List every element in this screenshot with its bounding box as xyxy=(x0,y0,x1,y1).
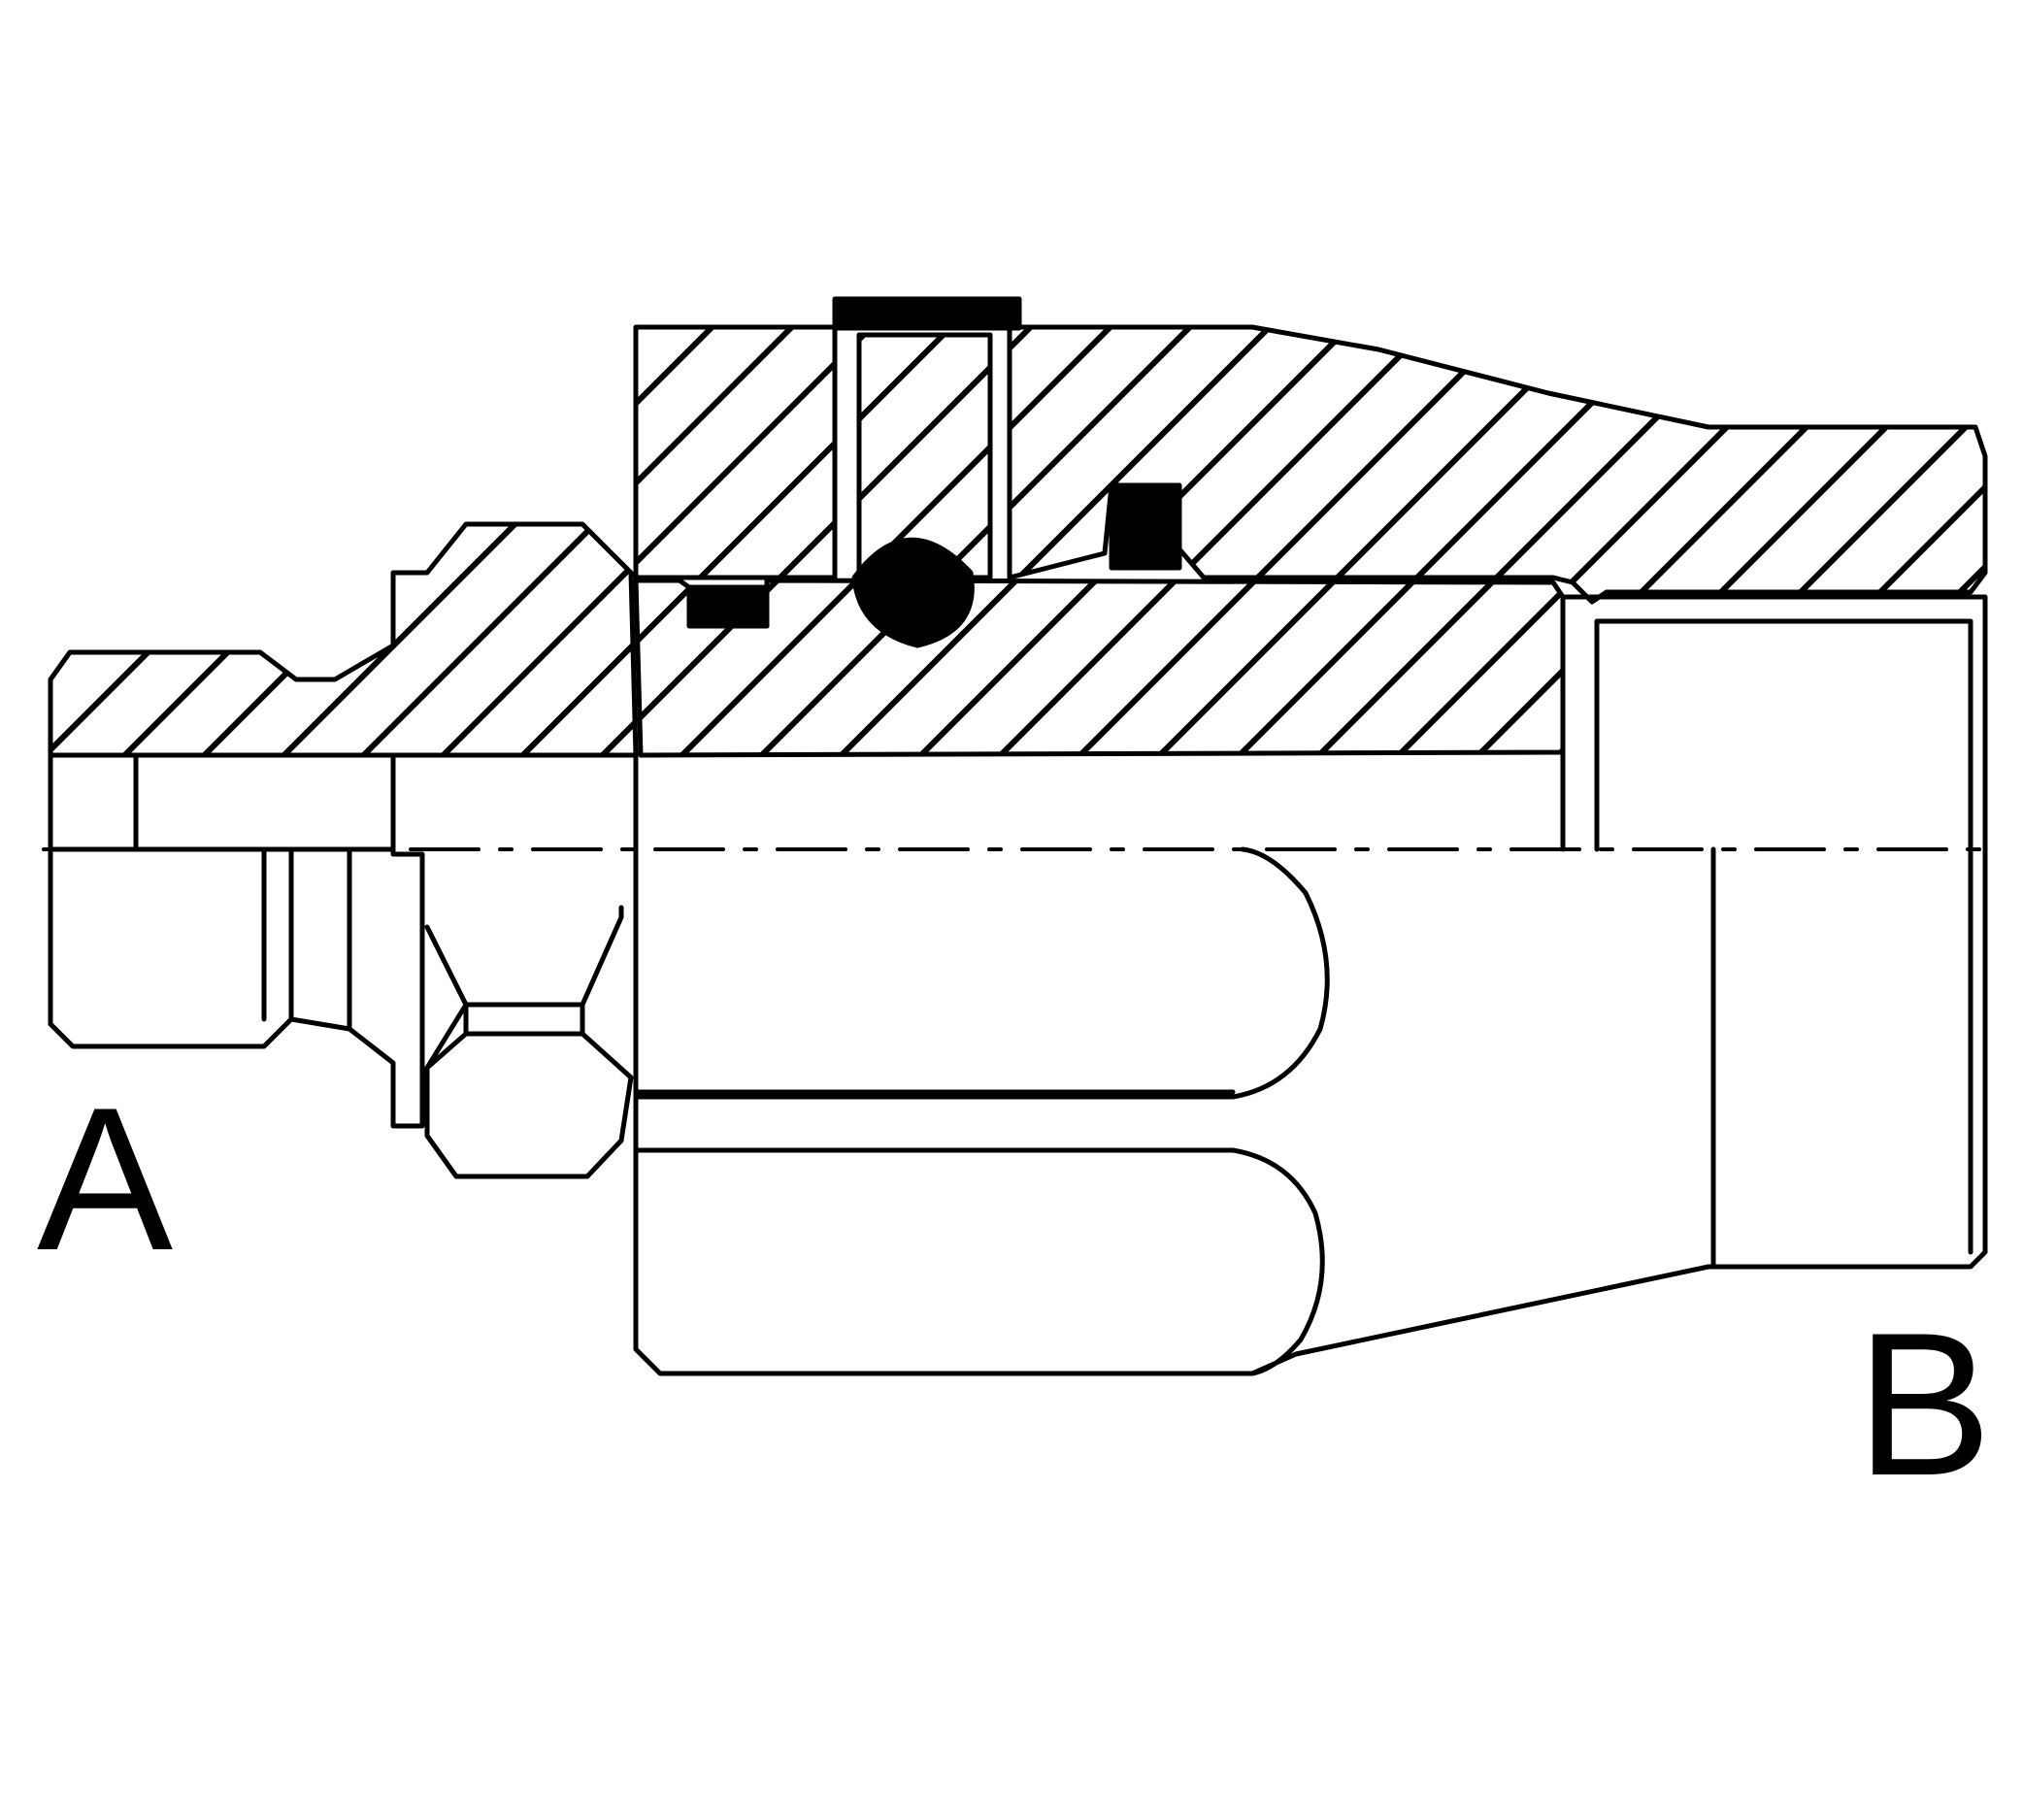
right-seal xyxy=(1109,482,1182,571)
main-body-outline xyxy=(633,594,1988,1376)
pin-housing-section xyxy=(856,332,993,580)
left-seal xyxy=(686,584,770,629)
outer-body-section xyxy=(633,324,1988,605)
hex-outline xyxy=(424,905,634,1179)
left-nipple-section xyxy=(48,521,639,758)
locking-pin-cap xyxy=(832,296,1022,331)
o-ring-seal xyxy=(851,537,975,648)
inner-stem-section xyxy=(633,578,1566,758)
port-a-label: A xyxy=(37,1065,174,1293)
port-b-label: B xyxy=(1856,1290,1993,1518)
left-nipple-outline xyxy=(48,752,425,1129)
